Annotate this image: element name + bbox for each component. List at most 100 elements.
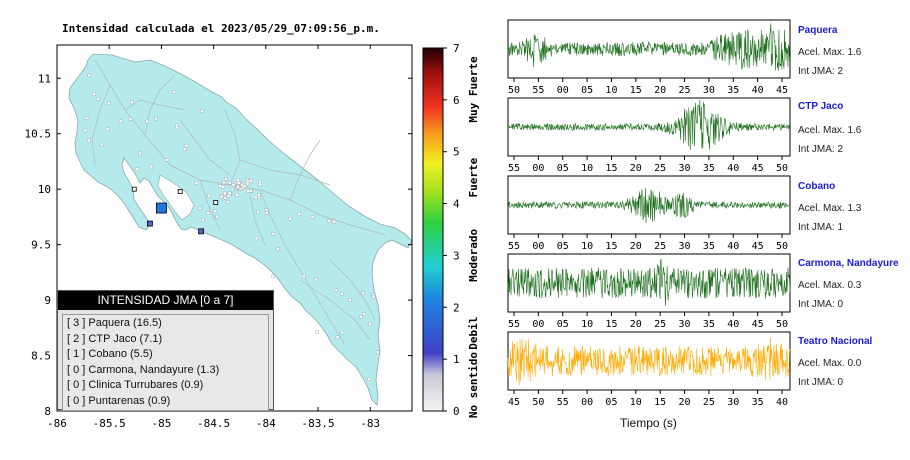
town-dot	[184, 144, 189, 148]
waveform-tick-label: 30	[727, 397, 739, 408]
town-dot	[107, 101, 111, 105]
waveform-tick-label: 15	[654, 397, 666, 408]
waveform-panels: 50 55 00 05 10 15 20 25 30 35 40 45 55 00 05 10 15 20 25 30…	[507, 19, 791, 408]
town-dot	[314, 277, 318, 282]
waveform-tick-label: 15	[605, 163, 617, 174]
town-dot	[87, 73, 91, 78]
waveform-tick-label: 25	[703, 397, 715, 408]
legend-station: Clinica Turrubares (0.9)	[88, 379, 204, 391]
waveform-tick-label: 30	[679, 163, 691, 174]
station-info-cobano: Acel. Max. 1.3 Int JMA: 1	[798, 199, 861, 237]
town-dot	[96, 97, 101, 101]
town-markers	[83, 73, 380, 381]
waveform-tick-label: 55	[508, 241, 520, 252]
intensity-legend: INTENSIDAD JMA [0 a 7] [ 3 ] Paquera (16…	[57, 290, 274, 411]
intensity-colorbar: 0 1 2 3 4 5 6 7 No sentido Debil Moderado Fuerte Mu…	[422, 42, 480, 418]
town-dot	[105, 127, 110, 131]
town-dot	[246, 189, 250, 193]
station-label-carmona: Carmona, Nandayure	[798, 258, 899, 269]
waveform-tick-label: 05	[605, 397, 617, 408]
waveform-tick-label: 35	[703, 319, 715, 330]
map-x-tick-label: -86	[47, 417, 67, 430]
colorbar-label: Moderado	[467, 229, 480, 282]
colorbar-ticks: 0 1 2 3 4 5 6 7	[443, 42, 460, 418]
waveform-tick-label: 55	[532, 85, 544, 96]
town-dot	[172, 90, 177, 94]
accel-max-paquera: Acel. Max. 1.6	[798, 47, 862, 58]
waveform-trace	[507, 337, 791, 386]
station-marker	[177, 188, 183, 194]
map-y-tick-label: 9.5	[31, 239, 51, 252]
waveform-tick-label: 05	[557, 163, 569, 174]
town-dot	[231, 183, 236, 187]
road-network	[91, 59, 386, 346]
map-y-tick-label: 9	[44, 294, 51, 307]
map-x-tick-label: -83	[360, 417, 380, 430]
waveform-tick-label: 25	[679, 85, 691, 96]
waveform-tick-label: 15	[605, 319, 617, 330]
accel-max-carmona: Acel. Max. 0.3	[798, 280, 862, 291]
town-dot	[128, 117, 133, 121]
waveform-tick-label: 00	[532, 163, 544, 174]
waveform-tick-label: 30	[703, 85, 715, 96]
waveform-tick-label: 55	[508, 319, 520, 330]
waveform-tick-label: 20	[654, 85, 666, 96]
legend-level: [ 2 ]	[67, 332, 86, 345]
colorbar-tick-label: 4	[453, 198, 460, 211]
town-dot	[315, 330, 319, 334]
town-dot	[224, 177, 228, 181]
accel-max-ctp-jaco: Acel. Max. 1.6	[798, 125, 862, 136]
town-dot	[100, 142, 104, 147]
map-x-tick-label: -85	[151, 417, 171, 430]
town-dot	[256, 209, 260, 214]
waveform-tick-label: 35	[703, 163, 715, 174]
waveform-tick-label: 40	[727, 163, 739, 174]
station-info-teatro: Acel. Max. 0.0 Int JMA: 0	[798, 354, 861, 392]
map-x-axis: -86 -85.5 -85 -84.5 -84 -83.5 -83	[47, 45, 380, 430]
legend-row: [ 0 ] Puntarenas (0.9)	[63, 394, 268, 410]
town-dot	[248, 178, 253, 183]
town-dot	[207, 193, 211, 198]
colorbar-tick-label: 3	[453, 249, 460, 262]
legend-list: [ 3 ] Paquera (16.5) [ 2 ] CTP Jaco (7.1…	[62, 314, 269, 411]
town-dot	[228, 191, 232, 196]
town-dot	[223, 191, 227, 196]
colorbar-tick-label: 2	[453, 301, 460, 314]
town-dot	[361, 291, 365, 295]
station-marker	[131, 186, 137, 192]
town-dot	[201, 217, 205, 222]
waveform-tick-label: 10	[581, 163, 593, 174]
map-y-tick-label: 11	[38, 72, 51, 85]
map-y-tick-label: 10	[38, 183, 51, 196]
map-y-tick-label: 8.5	[31, 350, 51, 363]
jma-int-cobano: Int JMA: 1	[798, 222, 844, 233]
town-dot	[348, 298, 352, 302]
town-dot	[332, 219, 337, 224]
town-dot	[249, 189, 253, 193]
town-dot	[302, 274, 306, 279]
town-dot	[84, 116, 89, 120]
legend-level: [ 1 ]	[67, 348, 86, 360]
map-x-tick-label: -85.5	[93, 417, 126, 430]
waveform-tick-label: 55	[508, 163, 520, 174]
town-dot	[222, 180, 226, 185]
waveform-tick-label: 20	[679, 397, 691, 408]
town-dot	[254, 195, 258, 200]
town-dot	[164, 158, 169, 162]
waveform-tick-label: 50	[532, 397, 544, 408]
waveform-tick-label: 20	[630, 241, 642, 252]
waveform-tick-label: 45	[752, 241, 764, 252]
town-dot	[265, 211, 269, 215]
waveform-tick-label: 10	[581, 319, 593, 330]
waveform-tick-label: 15	[605, 241, 617, 252]
town-dot	[235, 193, 240, 197]
waveform-tick-label: 45	[776, 85, 788, 96]
legend-row: [ 0 ] Clinica Turrubares (0.9)	[63, 378, 268, 394]
accel-max-teatro: Acel. Max. 0.0	[798, 358, 862, 369]
station-marker	[213, 200, 219, 205]
station-info-ctp-jaco: Acel. Max. 1.6 Int JMA: 2	[798, 121, 861, 159]
town-dot	[119, 119, 123, 123]
town-dot	[335, 335, 340, 340]
waveform-tick-label: 25	[654, 319, 666, 330]
town-dot	[359, 315, 363, 319]
